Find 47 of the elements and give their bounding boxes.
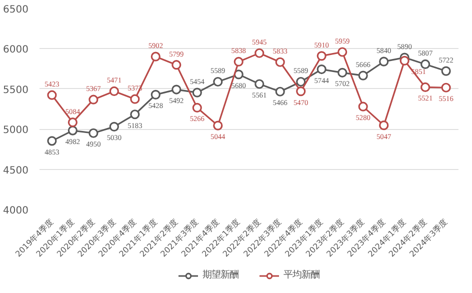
point [338, 68, 348, 78]
point [172, 60, 182, 70]
legend-label: 期望新酬 [202, 268, 238, 282]
y-tick-label: 4500 [3, 165, 29, 176]
point [150, 52, 160, 62]
point [420, 59, 430, 70]
point [296, 76, 306, 87]
y-tick-label: 6500 [3, 4, 29, 16]
point [47, 136, 57, 146]
point [441, 82, 451, 92]
point [130, 94, 140, 104]
point [150, 90, 160, 100]
point [296, 86, 306, 96]
point [192, 88, 202, 98]
point [234, 56, 244, 67]
point [254, 48, 264, 58]
point [130, 110, 140, 120]
point [213, 76, 223, 87]
legend-label: 平均新酬 [284, 268, 320, 282]
point [275, 57, 285, 67]
point [47, 90, 57, 100]
point [441, 66, 451, 76]
point [379, 120, 389, 130]
point [254, 79, 264, 89]
point [338, 47, 348, 57]
y-tick-label: 6000 [3, 44, 29, 56]
point [316, 64, 326, 74]
point [400, 56, 410, 66]
point [316, 51, 326, 61]
point [88, 94, 98, 104]
y-tick-label: 5000 [3, 125, 29, 136]
point [275, 86, 285, 96]
point [213, 120, 223, 130]
point [379, 56, 389, 66]
point [109, 86, 119, 96]
point [68, 126, 78, 136]
point [68, 118, 78, 128]
y-tick-label: 4000 [3, 206, 29, 216]
point [358, 102, 368, 112]
y-tick-label: 5500 [3, 84, 29, 96]
point [358, 70, 368, 80]
point [420, 82, 430, 92]
point [192, 102, 202, 113]
point [172, 84, 182, 94]
point [109, 122, 119, 132]
point [88, 128, 98, 138]
point [234, 70, 244, 80]
